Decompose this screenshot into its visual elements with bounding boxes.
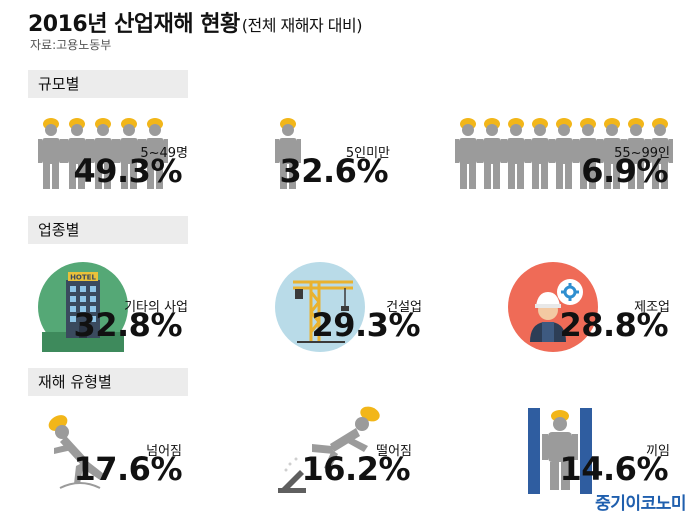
value-industry-manufacturing: 28.8%	[559, 306, 668, 344]
fall-icon	[278, 406, 380, 493]
value-size-55-99: 6.9%	[581, 152, 668, 190]
label-industry-manufacturing: 제조업	[634, 300, 670, 315]
worker-figure	[551, 118, 577, 189]
worker-figure	[647, 118, 673, 189]
label-size-under-5: 5인미만	[345, 146, 390, 161]
label-industry-construction: 건설업	[386, 300, 422, 315]
title-main: 2016년 산업재해 현황	[28, 12, 240, 37]
slip-icon	[48, 415, 104, 489]
worker-figure	[479, 118, 505, 189]
worker-figure	[90, 118, 116, 189]
worker-figure	[64, 118, 90, 189]
caught-icon	[528, 408, 592, 494]
source-note: 자료:고용노동부	[30, 38, 112, 52]
worker-icon	[275, 118, 301, 189]
label-size-5-49: 5~49명	[140, 146, 188, 161]
worker-figure	[116, 118, 142, 189]
worker-figure	[142, 118, 168, 189]
label-size-55-99: 55~99인	[614, 146, 670, 161]
worker-figure	[503, 118, 529, 189]
workers-group-icon	[38, 118, 168, 189]
title-subtitle: (전체 재해자 대비)	[241, 16, 363, 35]
section-header-size: 규모별	[28, 70, 188, 98]
label-type-slip: 넘어짐	[146, 444, 182, 459]
worker-figure	[455, 118, 481, 189]
factory-worker-icon	[508, 262, 598, 352]
worker-figure	[575, 118, 601, 189]
hotel-icon: HOTEL	[38, 262, 128, 352]
section-header-type: 재해 유형별	[28, 368, 188, 396]
worker-figure	[623, 118, 649, 189]
value-industry-other: 32.8%	[73, 306, 182, 344]
value-type-slip: 17.6%	[73, 450, 182, 488]
worker-figure	[38, 118, 64, 189]
worker-figure	[599, 118, 625, 189]
worker-figure	[527, 118, 553, 189]
label-industry-other: 기타의 사업	[124, 300, 188, 315]
crane-icon	[275, 262, 365, 352]
value-size-5-49: 49.3%	[73, 152, 182, 190]
brand-logo: 중기이코노미	[595, 494, 686, 514]
value-type-caught: 14.6%	[559, 450, 668, 488]
value-type-fall: 16.2%	[301, 450, 410, 488]
value-size-under-5: 32.6%	[279, 152, 388, 190]
worker-figure	[275, 118, 301, 189]
value-industry-construction: 29.3%	[311, 306, 420, 344]
page-title: 2016년 산업재해 현황 (전체 재해자 대비)	[28, 6, 362, 38]
workers-group-icon	[455, 118, 673, 189]
label-type-caught: 끼임	[646, 444, 670, 459]
section-header-industry: 업종별	[28, 216, 188, 244]
hotel-sign-text: HOTEL	[70, 274, 96, 282]
label-type-fall: 떨어짐	[376, 444, 412, 459]
